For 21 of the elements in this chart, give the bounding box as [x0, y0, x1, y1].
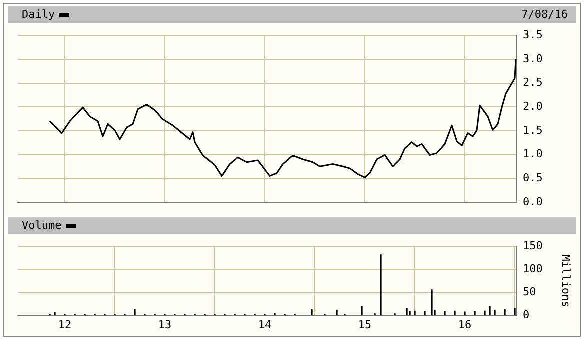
x-tick-label: 13: [158, 318, 172, 332]
y-tick-label: 0.5: [523, 171, 543, 184]
y-tick-label: 0.0: [523, 195, 543, 208]
y-tick-label: 3.5: [523, 28, 543, 42]
y-tick-label: 2.0: [523, 100, 543, 113]
y-tick-label: 1.5: [523, 124, 543, 137]
text: 7/08/16: [522, 7, 568, 23]
y-tick-label: 0: [523, 308, 530, 322]
y-tick-label: 2.5: [523, 76, 543, 90]
y-tick-label: 150: [523, 239, 543, 252]
x-tick-label: 14: [258, 318, 272, 332]
chart-title: Volume: [22, 219, 62, 232]
x-tick-label: 12: [58, 318, 72, 332]
x-tick-label: 15: [358, 318, 372, 332]
y-tick-label: 100: [523, 262, 543, 276]
y-tick-label: 3.0: [523, 52, 543, 66]
x-tick-label: 16: [458, 318, 472, 332]
chart-title: Daily: [22, 8, 56, 21]
y-tick-label: 50: [523, 286, 536, 299]
y-tick-label: 1.0: [523, 148, 543, 161]
y-axis-title: Millions: [560, 254, 573, 308]
